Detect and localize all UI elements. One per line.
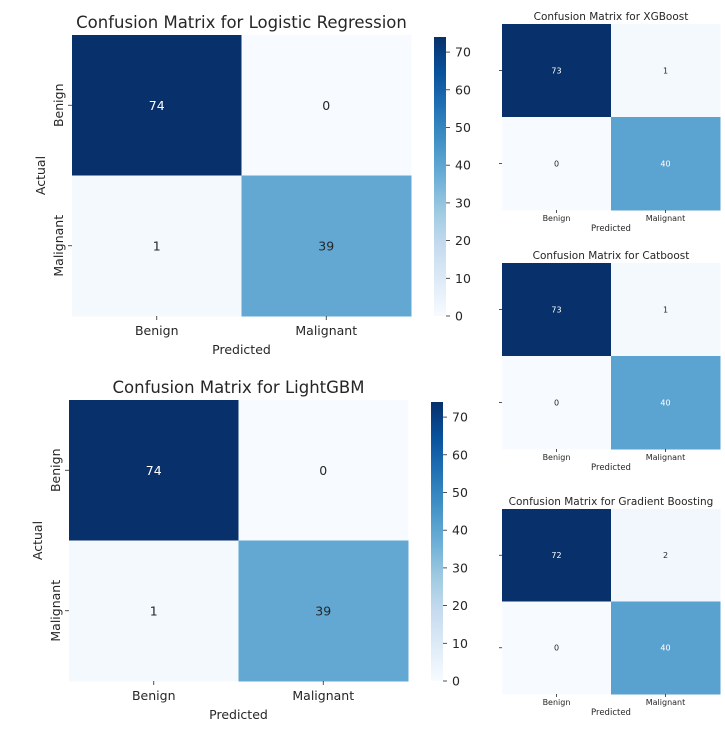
heatmap-cell (502, 356, 612, 450)
x-tick-label: Benign (135, 323, 179, 338)
colorbar-tick-label: 40 (455, 158, 471, 173)
cell-value-label: 1 (663, 66, 668, 75)
colorbar-tick-label: 50 (455, 120, 471, 135)
cell-value-label: 72 (551, 551, 561, 560)
y-axis-label: Actual (33, 156, 48, 195)
colorbar-tick-label: 10 (455, 271, 471, 286)
x-axis-label: Predicted (209, 707, 268, 722)
heatmap-cell (611, 24, 721, 118)
cell-value-label: 74 (149, 98, 165, 113)
cell-value-label: 39 (315, 603, 331, 618)
x-tick-label: Benign (543, 698, 571, 707)
cell-value-label: 0 (554, 398, 559, 407)
heatmap-cell (72, 175, 242, 317)
chart-title: Confusion Matrix for Gradient Boosting (509, 496, 714, 508)
heatmap-cell (238, 540, 409, 682)
x-tick-label: Malignant (646, 214, 686, 223)
cell-value-label: 1 (153, 238, 161, 253)
y-tick-label: Benign (51, 83, 66, 127)
heatmap-cell (611, 356, 721, 450)
colorbar-tick-label: 50 (452, 485, 468, 500)
heatmap-cell (69, 400, 239, 541)
colorbar-tick-label: 60 (452, 447, 468, 462)
heatmap-cell (502, 263, 612, 357)
y-tick-label: Benign (48, 448, 63, 492)
cell-value-label: 40 (660, 644, 670, 653)
cell-value-label: 1 (663, 305, 668, 314)
heatmap-cell (611, 117, 721, 211)
cell-value-label: 39 (318, 238, 334, 253)
x-tick-label: Malignant (292, 688, 354, 703)
colorbar-tick-label: 30 (455, 195, 471, 210)
colorbar-tick-label: 0 (455, 309, 463, 324)
heatmap-cell (502, 24, 612, 118)
colorbar (431, 402, 443, 681)
colorbar-tick-label: 40 (452, 523, 468, 538)
colorbar-tick-label: 60 (455, 82, 471, 97)
cell-value-label: 1 (150, 603, 158, 618)
heatmap-cell (611, 509, 721, 602)
chart-title: Confusion Matrix for XGBoost (534, 11, 689, 23)
x-tick-label: Malignant (295, 323, 357, 338)
heatmap-cell (72, 35, 242, 176)
heatmap-cell (502, 117, 612, 211)
cell-value-label: 0 (554, 159, 559, 168)
x-tick-label: Benign (543, 453, 571, 462)
x-axis-label: Predicted (591, 224, 631, 234)
y-tick-label: Malignant (48, 580, 63, 642)
x-axis-label: Predicted (212, 342, 271, 357)
x-tick-label: Malignant (646, 453, 686, 462)
heatmap-cell (241, 175, 412, 317)
colorbar-tick-label: 10 (452, 636, 468, 651)
x-tick-label: Benign (543, 214, 571, 223)
heatmap-cell (69, 540, 239, 682)
chart-title: Confusion Matrix for Catboost (533, 250, 690, 262)
x-tick-label: Benign (132, 688, 176, 703)
heatmap-cell (502, 509, 612, 602)
cell-value-label: 73 (551, 66, 561, 75)
heatmap-cell (502, 601, 612, 695)
colorbar-tick-label: 70 (452, 410, 468, 425)
chart-title: Confusion Matrix for Logistic Regression (76, 13, 407, 32)
x-axis-label: Predicted (591, 708, 631, 718)
colorbar (434, 37, 446, 316)
heatmap-cell (611, 263, 721, 357)
cell-value-label: 0 (322, 98, 330, 113)
heatmap-cell (241, 35, 412, 176)
chart-title: Confusion Matrix for LightGBM (113, 378, 365, 397)
y-axis-label: Actual (30, 521, 45, 560)
colorbar-tick-label: 20 (452, 598, 468, 613)
colorbar-tick-label: 0 (452, 674, 460, 689)
cell-value-label: 2 (663, 551, 668, 560)
colorbar-tick-label: 70 (455, 45, 471, 60)
cell-value-label: 40 (660, 398, 670, 407)
x-tick-label: Malignant (646, 698, 686, 707)
cell-value-label: 0 (319, 463, 327, 478)
colorbar-tick-label: 20 (455, 233, 471, 248)
heatmap-cell (238, 400, 409, 541)
heatmap-cell (611, 601, 721, 695)
cell-value-label: 73 (551, 305, 561, 314)
x-axis-label: Predicted (591, 463, 631, 473)
y-tick-label: Malignant (51, 215, 66, 277)
cell-value-label: 0 (554, 644, 559, 653)
cell-value-label: 74 (146, 463, 162, 478)
colorbar-tick-label: 30 (452, 560, 468, 575)
cell-value-label: 40 (660, 159, 670, 168)
